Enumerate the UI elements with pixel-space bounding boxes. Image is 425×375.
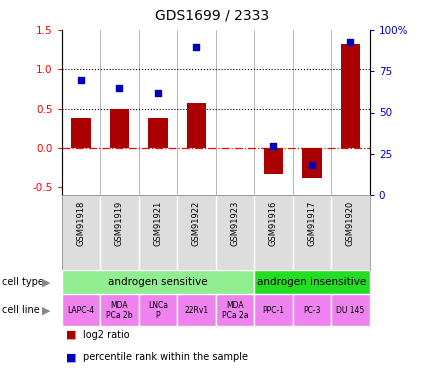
Text: ■: ■	[66, 352, 76, 363]
Bar	[264, 148, 283, 174]
Bar	[254, 270, 370, 294]
Text: PPC-1: PPC-1	[263, 306, 284, 315]
Text: GSM91919: GSM91919	[115, 201, 124, 246]
Point	[309, 162, 315, 168]
Bar	[254, 294, 293, 326]
Text: GSM91916: GSM91916	[269, 201, 278, 246]
Text: cell type: cell type	[2, 277, 44, 287]
Text: 22Rv1: 22Rv1	[184, 306, 209, 315]
Point	[270, 142, 277, 148]
Bar	[331, 294, 370, 326]
Text: LNCa
P: LNCa P	[148, 301, 168, 320]
Text: percentile rank within the sample: percentile rank within the sample	[83, 352, 248, 363]
Bar	[100, 294, 139, 326]
Text: GSM91921: GSM91921	[153, 201, 162, 246]
Text: PC-3: PC-3	[303, 306, 321, 315]
Text: MDA
PCa 2a: MDA PCa 2a	[222, 301, 248, 320]
Bar	[62, 294, 100, 326]
Text: log2 ratio: log2 ratio	[83, 330, 130, 340]
Text: androgen insensitive: androgen insensitive	[258, 277, 367, 287]
Point	[116, 85, 123, 91]
Text: cell line: cell line	[2, 305, 40, 315]
Point	[155, 90, 162, 96]
Bar	[71, 118, 91, 148]
Bar	[293, 294, 331, 326]
Text: GSM91917: GSM91917	[307, 201, 317, 246]
Text: GSM91920: GSM91920	[346, 201, 355, 246]
Bar	[341, 44, 360, 148]
Text: ▶: ▶	[42, 277, 50, 287]
Bar	[110, 109, 129, 148]
Text: GSM91922: GSM91922	[192, 201, 201, 246]
Text: ■: ■	[66, 330, 76, 340]
Text: DU 145: DU 145	[336, 306, 365, 315]
Bar	[215, 294, 254, 326]
Bar	[187, 103, 206, 148]
Point	[193, 44, 200, 50]
Text: GSM91923: GSM91923	[230, 201, 239, 246]
Point	[77, 76, 84, 82]
Bar	[148, 118, 167, 148]
Text: ▶: ▶	[42, 305, 50, 315]
Text: GSM91918: GSM91918	[76, 201, 85, 246]
Bar	[62, 270, 254, 294]
Text: androgen sensitive: androgen sensitive	[108, 277, 208, 287]
Point	[347, 39, 354, 45]
Bar	[177, 294, 215, 326]
Bar	[302, 148, 322, 178]
Text: GDS1699 / 2333: GDS1699 / 2333	[156, 9, 269, 22]
Bar	[139, 294, 177, 326]
Text: LAPC-4: LAPC-4	[67, 306, 94, 315]
Text: MDA
PCa 2b: MDA PCa 2b	[106, 301, 133, 320]
